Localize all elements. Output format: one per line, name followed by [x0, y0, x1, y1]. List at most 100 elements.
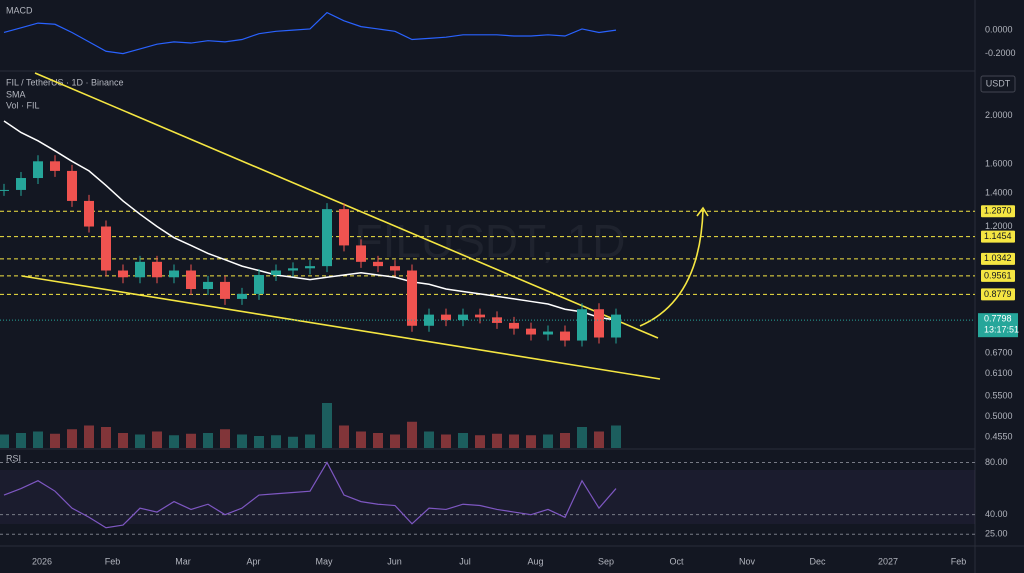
candle [339, 209, 349, 246]
y-tick-label: 1.2000 [985, 221, 1013, 231]
candle [543, 331, 553, 335]
level-label: 0.9561 [984, 270, 1012, 280]
volume-bar [50, 433, 60, 448]
macd-title: MACD [6, 5, 33, 15]
candle [356, 245, 366, 262]
candle [322, 209, 332, 267]
x-tick-label: May [315, 556, 333, 566]
level-label: 1.1454 [984, 231, 1012, 241]
macd-line [3, 11, 617, 55]
level-tag [981, 205, 1015, 218]
y-tick-label: 0.5500 [985, 390, 1013, 400]
candle [118, 270, 128, 278]
candle [577, 309, 587, 341]
volume-bar [390, 434, 400, 448]
candle [254, 274, 264, 294]
volume-bar [16, 433, 26, 448]
volume-bar [67, 429, 77, 448]
volume-bar [237, 434, 247, 448]
volume-bar [611, 425, 621, 448]
candle [288, 268, 298, 271]
x-tick-label: Mar [175, 556, 191, 566]
volume-bar [543, 434, 553, 448]
candle [458, 314, 468, 321]
volume-bar [101, 427, 111, 448]
volume-bar [271, 435, 281, 448]
volume-bar [288, 436, 298, 448]
volume-bar [0, 434, 9, 448]
rsi-tick-label: 80.00 [985, 457, 1008, 467]
target-arrow [639, 209, 704, 327]
candle [16, 178, 26, 190]
volume-bar [322, 403, 332, 448]
candle [509, 322, 519, 329]
x-tick-label: 2026 [32, 556, 52, 566]
x-tick-label: Apr [246, 556, 260, 566]
volume-bar [186, 433, 196, 448]
level-label: 0.8779 [984, 289, 1012, 299]
volume-bar [560, 433, 570, 448]
level-tag [981, 269, 1015, 282]
volume-bar [220, 429, 230, 448]
level-tag [981, 288, 1015, 301]
candle [169, 270, 179, 278]
volume-bar [135, 434, 145, 448]
candle [373, 261, 383, 267]
y-tick-label: 0.4550 [985, 432, 1013, 442]
chart-title: FIL / TetherUS · 1D · Binance [6, 77, 124, 87]
candle [390, 266, 400, 271]
volume-bar [373, 433, 383, 448]
volume-bar [169, 435, 179, 448]
trend-line [34, 72, 659, 339]
candle [203, 281, 213, 290]
volume-bar [152, 431, 162, 448]
watermark: FILUSDT, 1D [355, 215, 626, 267]
volume-bar [509, 434, 519, 448]
candle [271, 270, 281, 275]
volume-bar [339, 425, 349, 448]
volume-bar [407, 421, 417, 448]
candle [594, 309, 604, 338]
volume-bar [254, 436, 264, 448]
x-tick-label: Dec [809, 556, 826, 566]
rsi-band [0, 470, 975, 524]
candle [135, 261, 145, 278]
macd-tick-label: 0.0000 [985, 25, 1013, 35]
arrow-head [696, 206, 709, 217]
indicator-label: SMA [6, 89, 26, 99]
candle [220, 281, 230, 299]
y-tick-label: 0.5000 [985, 411, 1013, 421]
x-tick-label: Jul [459, 556, 471, 566]
volume-bar [594, 431, 604, 448]
indicator-label: Vol · FIL [6, 100, 40, 110]
x-tick-label: 2027 [878, 556, 898, 566]
y-tick-label: 1.6000 [985, 158, 1013, 168]
candle [67, 170, 77, 201]
y-tick-label: 0.6700 [985, 348, 1013, 358]
volume-bar [118, 433, 128, 448]
level-label: 1.0342 [984, 253, 1012, 263]
rsi-line [3, 461, 617, 529]
x-tick-label: Jun [387, 556, 402, 566]
level-label: 1.2870 [984, 206, 1012, 216]
volume-bar [577, 427, 587, 448]
trend-line [21, 275, 661, 380]
currency[interactable]: USDT [986, 78, 1011, 88]
level-tag [981, 252, 1015, 265]
x-tick-label: Aug [527, 556, 543, 566]
candle [441, 314, 451, 321]
currency-box[interactable] [980, 75, 1016, 93]
candle [492, 317, 502, 323]
rsi-title: RSI [6, 453, 21, 463]
volume-bar [492, 433, 502, 448]
volume-bar [203, 433, 213, 448]
y-tick-label: 1.4000 [985, 187, 1013, 197]
volume-bar [424, 431, 434, 448]
candle [475, 314, 485, 318]
candle [186, 270, 196, 290]
volume-bar [441, 434, 451, 448]
y-tick-label: 0.6100 [985, 368, 1013, 378]
candle [84, 200, 94, 227]
volume-bar [356, 431, 366, 448]
